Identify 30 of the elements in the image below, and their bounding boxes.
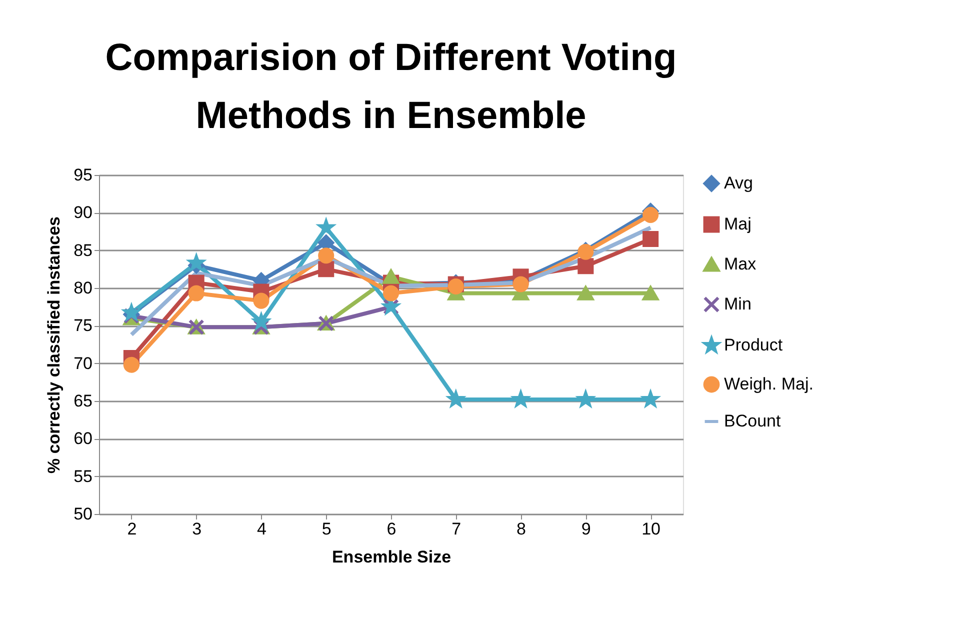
y-tick-label: 90 <box>74 203 92 222</box>
legend-label: BCount <box>724 412 781 430</box>
y-tick-label: 85 <box>74 240 92 260</box>
y-tick-label: 70 <box>74 354 92 373</box>
legend-label: Weigh. Maj. <box>724 374 814 394</box>
y-tick-label: 60 <box>74 429 92 448</box>
legend-label: Maj <box>724 214 752 234</box>
x-tick-label: 10 <box>642 520 661 538</box>
x-tick-label: 4 <box>256 520 266 538</box>
x-axis-title: Ensemble Size <box>332 548 452 566</box>
text: Methods in Ensemble <box>196 95 586 137</box>
x-tick-label: 8 <box>516 520 526 538</box>
x-tick-label: 6 <box>386 520 396 538</box>
y-tick-label: 95 <box>74 166 92 184</box>
legend-label: Avg <box>724 174 753 192</box>
x-tick-label: 3 <box>192 520 202 538</box>
y-tick-label: 65 <box>74 392 92 410</box>
y-tick-label: 80 <box>74 278 92 298</box>
legend-label: Product <box>724 336 783 354</box>
y-axis-title: % correctly classified instances <box>44 216 64 474</box>
y-tick-label: 75 <box>74 316 92 336</box>
x-tick-label: 7 <box>452 520 462 538</box>
x-tick-label: 9 <box>581 520 591 538</box>
legend-label: Min <box>724 294 752 314</box>
y-tick-label: 55 <box>74 466 92 486</box>
x-tick-label: 2 <box>127 520 137 538</box>
text: Comparision of Different Voting <box>105 37 677 79</box>
x-tick-label: 5 <box>322 520 332 538</box>
y-tick-label: 50 <box>74 504 92 524</box>
legend-label: Max <box>724 254 757 274</box>
